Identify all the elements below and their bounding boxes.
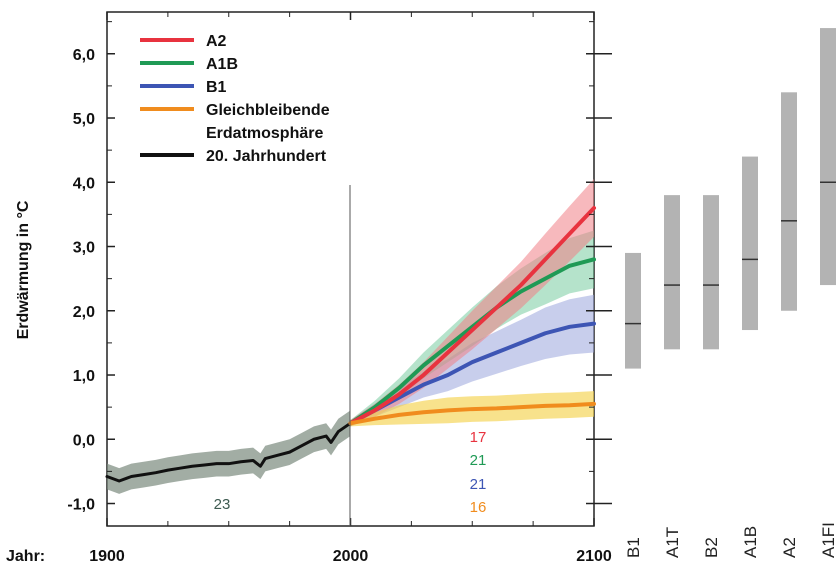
band-hist <box>107 410 351 494</box>
series-line-A1B <box>348 257 596 426</box>
scenario-label-A1FI: A1FI <box>819 522 838 558</box>
scenario-label-A1T: A1T <box>663 527 682 558</box>
count-label-B1: 21 <box>470 476 487 493</box>
legend-label: A2 <box>206 33 227 50</box>
x-axis-label: Jahr: <box>6 548 45 565</box>
scenario-label-B1: B1 <box>624 537 643 558</box>
range-bar-A1T <box>664 195 680 350</box>
count-label-const: 16 <box>470 499 487 516</box>
x-tick-label: 1900 <box>89 548 125 565</box>
y-tick-label: 1,0 <box>73 368 95 385</box>
scenario-label-A2: A2 <box>780 537 799 558</box>
x-tick-label: 2100 <box>576 548 612 565</box>
series-line-const <box>348 401 596 426</box>
x-tick-label: 2000 <box>333 548 369 565</box>
axis-ticks: -1,0 0,0 1,0 2,0 3,0 4,0 5,0 6,0 1900 2000 2100 <box>67 12 612 565</box>
range-bar-B2 <box>703 195 719 350</box>
legend: A2 A1B B1 Gleichbleibende Erdatmosphäre 20. J… <box>140 33 330 165</box>
count-label-A2: 17 <box>470 429 487 446</box>
legend-label: Erdatmosphäre <box>206 125 323 142</box>
model-counts: 23 17 21 21 16 <box>214 429 487 516</box>
y-tick-label: 6,0 <box>73 47 95 64</box>
y-tick-label: 2,0 <box>73 304 95 321</box>
legend-label: Gleichbleibende <box>206 102 330 119</box>
y-axis-label: Erdwärmung in °C <box>15 200 32 339</box>
count-label-A1B: 21 <box>470 452 487 469</box>
y-tick-label: 5,0 <box>73 111 95 128</box>
series-line-hist <box>105 421 352 483</box>
series-line-A2 <box>348 205 596 426</box>
range-bar-A2 <box>781 92 797 311</box>
legend-label: 20. Jahrhundert <box>206 148 327 165</box>
legend-label: A1B <box>206 56 238 73</box>
y-tick-label: 0,0 <box>73 432 95 449</box>
y-tick-label: 3,0 <box>73 240 95 257</box>
range-bar-A1FI <box>820 28 836 286</box>
y-tick-label: 4,0 <box>73 175 95 192</box>
range-bar-B1 <box>625 252 641 369</box>
scenario-label-B2: B2 <box>702 537 721 558</box>
range-bar-A1B <box>742 156 758 331</box>
series-lines <box>105 205 596 483</box>
scenario-range-bars: B1 A1T B2 A1B A2 A1FI <box>624 28 838 558</box>
y-tick-label: -1,0 <box>67 497 95 514</box>
scenario-label-A1B: A1B <box>741 526 760 558</box>
legend-label: B1 <box>206 79 227 96</box>
count-label-hist: 23 <box>214 496 231 513</box>
